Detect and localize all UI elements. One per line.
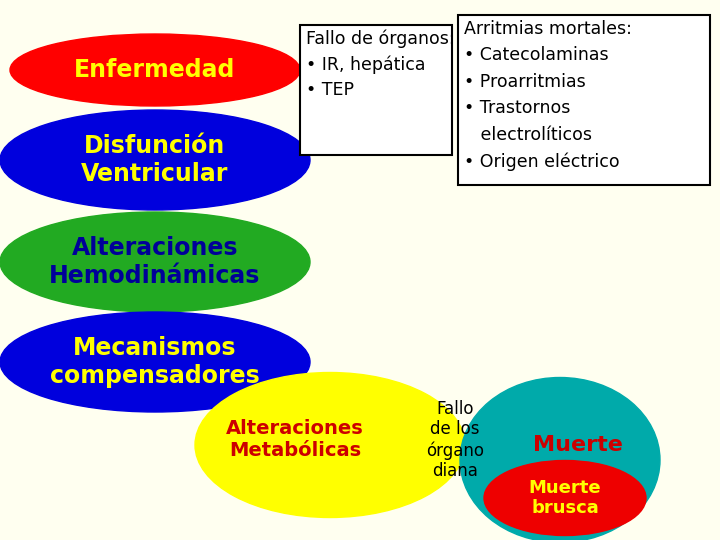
Text: Fallo
de los
órgano
diana: Fallo de los órgano diana [426, 400, 484, 481]
Text: Alteraciones
Hemodinámicas: Alteraciones Hemodinámicas [49, 236, 261, 288]
Text: Alteraciones
Metabólicas: Alteraciones Metabólicas [226, 420, 364, 461]
Text: Arritmias mortales:
• Catecolaminas
• Proarritmias
• Trastornos
   electrolítico: Arritmias mortales: • Catecolaminas • Pr… [464, 20, 632, 171]
Text: Fallo de órganos:
• IR, hepática
• TEP: Fallo de órganos: • IR, hepática • TEP [306, 30, 454, 99]
Ellipse shape [0, 312, 310, 412]
Text: Enfermedad: Enfermedad [74, 58, 235, 82]
Ellipse shape [0, 212, 310, 312]
Text: Disfunción
Ventricular: Disfunción Ventricular [81, 134, 229, 186]
FancyBboxPatch shape [458, 15, 710, 185]
Ellipse shape [0, 110, 310, 210]
Ellipse shape [10, 34, 300, 106]
Ellipse shape [195, 373, 465, 517]
Text: Mecanismos
compensadores: Mecanismos compensadores [50, 336, 260, 388]
Text: Muerte: Muerte [533, 435, 623, 455]
Ellipse shape [484, 461, 646, 536]
Ellipse shape [460, 377, 660, 540]
Text: Muerte
brusca: Muerte brusca [528, 478, 601, 517]
FancyBboxPatch shape [300, 25, 452, 155]
